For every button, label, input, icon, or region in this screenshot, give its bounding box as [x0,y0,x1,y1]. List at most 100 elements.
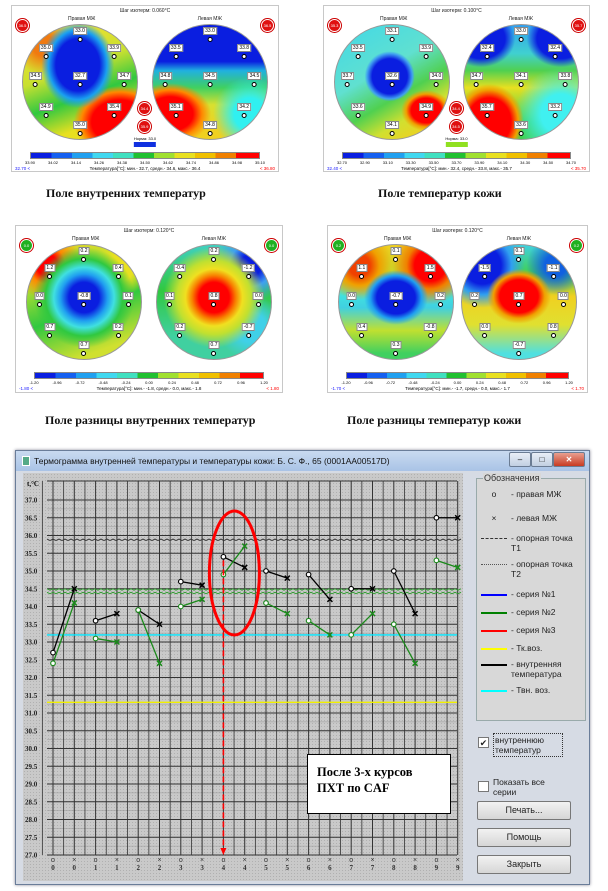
scale-tick: -0.72 [386,380,396,385]
thermogram-chart: t,°C 27.0 27.5 28.0 28.5 29.0 29.5 30.0 30.5 31.0… [23,473,463,881]
close-button[interactable]: Закрыть [477,855,571,874]
maximize-button[interactable]: □ [531,452,553,467]
left-breast-point [241,564,248,571]
checkbox-box[interactable] [478,781,489,792]
legend-label: - Тк.воз. [511,643,543,653]
left-breast-map: 33.0 32.4 32.4 34.7 34.1 33.8 35.7 33.2 33.6 [463,24,579,140]
reference-badge: 0.0 [265,239,278,252]
x-tick-label: 3 [200,864,204,872]
right-breast-point [220,553,227,560]
left-breast-point [284,610,291,617]
measurement-point: 33.5 [350,43,365,52]
minimize-button[interactable]: – [509,452,531,467]
thermal-map-panel: Шаг изотерм: 0.100°C Правая МЖ Левая МЖ 33.… [323,5,590,172]
legend-label: - внутренняя температура [511,659,562,679]
thermal-map-panel: Шаг изотерм: 0.060°C Правая МЖ Левая МЖ 33.… [11,5,279,172]
series-segment [222,545,246,575]
y-tick-label: 35.0 [25,568,38,576]
series-segment [308,574,331,600]
measurement-point: 0.0 [557,292,569,301]
color-scale-ticks: -1.20 -0.96 -0.72 -0.48 -0.24 0.00 0.24 0.48 0.7… [29,380,267,385]
right-breast-point [433,514,440,521]
scale-tick: 1.20 [565,380,573,385]
checkbox-box[interactable]: ✔ [478,737,489,748]
x-tick-label: 1 [94,864,98,872]
measurement-point: -1.5 [478,263,492,272]
measurement-point: 0.8 [547,323,559,332]
scale-min: -1.80 < [19,386,34,391]
cross-marker-icon: × [491,513,497,523]
y-tick-label: 33.5 [25,621,38,629]
series-segment [137,609,161,664]
y-tick-label: 36.5 [25,514,38,522]
right-breast-label: Правая МЖ [72,236,100,242]
measurement-point: 0.2 [434,292,446,301]
legend-item: - внутренняя температура [477,659,585,679]
x-tick-marker: × [243,857,247,864]
right-breast-point [50,660,56,667]
measurement-point: 0.8 [208,292,220,301]
series-segment [393,570,416,614]
show-all-series-checkbox[interactable]: Показать все серии [476,777,563,797]
right-breast-point [390,568,397,574]
circle-marker-icon: o [491,489,497,499]
help-button[interactable]: Помощь [477,828,571,847]
line-sample [481,630,507,632]
print-button[interactable]: Печать... [477,801,571,820]
scale-min: 32.40 < [327,166,343,171]
left-breast-point [156,621,163,628]
left-breast-point [412,610,419,617]
left-breast-point [241,543,248,550]
scale-tick: 0.00 [145,380,153,385]
y-tick-label: 30.0 [25,745,38,753]
x-tick-label: 0 [51,864,55,872]
reference-badge: 0.0 [20,239,33,252]
scale-max: < 1.80 [266,386,279,391]
scale-tick: 1.20 [260,380,268,385]
panel-caption: Поле разницы внутренних температур [45,413,256,427]
measurement-point: 35.0 [38,43,53,52]
title-bar[interactable]: Термограмма внутренней температуры и тем… [16,451,589,471]
scale-tick: 34.86 [208,160,220,165]
x-tick-label: 0 [73,864,77,872]
measurement-point: 33.5 [168,43,183,52]
reference-badge: 34.5 [449,120,463,133]
y-tick-label: 31.0 [25,710,38,718]
measurement-point: 0.2 [208,246,220,255]
x-tick-label: 5 [264,864,268,872]
x-tick-marker: × [115,857,119,864]
measurement-point: 34.2 [237,103,252,112]
checkbox-label: Показать все серии [493,777,545,797]
right-breast-point [305,571,312,578]
measurement-point: 32.6 [385,72,399,81]
measurement-point: 0.2 [78,246,90,255]
x-tick-marker: o [434,857,438,864]
measurement-point: -0.8 [77,292,91,301]
y-tick-label: 34.5 [25,585,38,593]
measurement-point: 34.7 [117,72,132,81]
measurement-point: 0.0 [346,292,358,301]
internal-temp-checkbox[interactable]: ✔ внутреннюю температур [476,733,563,757]
legend-label: - серия №3 [511,625,556,635]
color-scale-ticks: 33.90 34.02 34.14 34.26 34.38 34.50 34.62 34.74… [25,160,265,165]
scale-min: -1.70 < [331,386,346,391]
line-swatch-icon [477,643,511,653]
right-breast-label: Правая МЖ [380,16,408,22]
measurement-point: 34.5 [247,72,262,81]
temperature-stats: Температура[°C]: мин.- -1.7, средн.- 0.0… [405,386,510,391]
line-swatch-icon [477,589,511,599]
norm-swatch [133,142,156,147]
measurement-point: 35.4 [107,103,122,112]
app-icon [22,456,30,466]
line-swatch-icon [477,685,511,695]
line-swatch-icon [477,659,511,669]
measurement-point: -0.7 [512,341,526,350]
x-tick-label: 1 [115,864,119,872]
x-tick-label: 8 [392,864,396,872]
scale-tick: 34.50 [543,160,554,165]
right-breast-label: Правая МЖ [68,16,96,22]
close-window-button[interactable]: ✕ [553,452,585,467]
scale-tick: -0.72 [75,380,85,385]
reference-badge: 35.7 [572,19,585,32]
scale-tick: 34.98 [231,160,243,165]
